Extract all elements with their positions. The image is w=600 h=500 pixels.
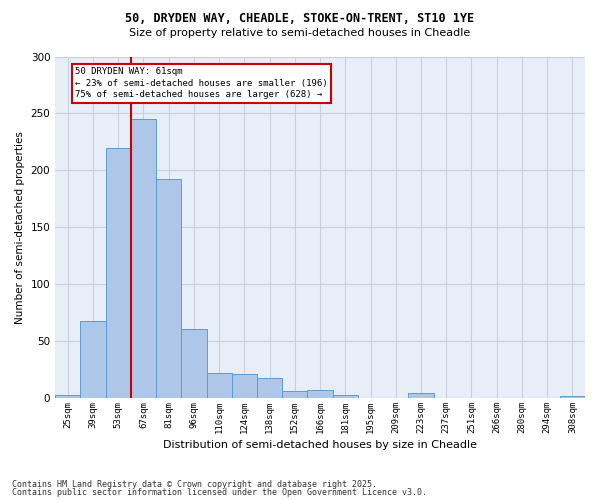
Bar	[332, 394, 358, 398]
Text: 50 DRYDEN WAY: 61sqm
← 23% of semi-detached houses are smaller (196)
75% of semi: 50 DRYDEN WAY: 61sqm ← 23% of semi-detac…	[76, 66, 328, 100]
Bar	[409, 394, 434, 398]
Y-axis label: Number of semi-detached properties: Number of semi-detached properties	[15, 131, 25, 324]
Text: 50, DRYDEN WAY, CHEADLE, STOKE-ON-TRENT, ST10 1YE: 50, DRYDEN WAY, CHEADLE, STOKE-ON-TRENT,…	[125, 12, 475, 25]
Bar	[106, 148, 131, 398]
Bar	[257, 378, 282, 398]
Text: Size of property relative to semi-detached houses in Cheadle: Size of property relative to semi-detach…	[130, 28, 470, 38]
X-axis label: Distribution of semi-detached houses by size in Cheadle: Distribution of semi-detached houses by …	[163, 440, 477, 450]
Bar	[181, 328, 206, 398]
Bar	[232, 374, 257, 398]
Bar	[206, 373, 232, 398]
Bar	[80, 320, 106, 398]
Bar	[560, 396, 585, 398]
Text: Contains public sector information licensed under the Open Government Licence v3: Contains public sector information licen…	[12, 488, 427, 497]
Bar	[282, 391, 307, 398]
Bar	[156, 180, 181, 398]
Bar	[131, 119, 156, 398]
Bar	[307, 390, 332, 398]
Text: Contains HM Land Registry data © Crown copyright and database right 2025.: Contains HM Land Registry data © Crown c…	[12, 480, 377, 489]
Bar	[55, 394, 80, 398]
